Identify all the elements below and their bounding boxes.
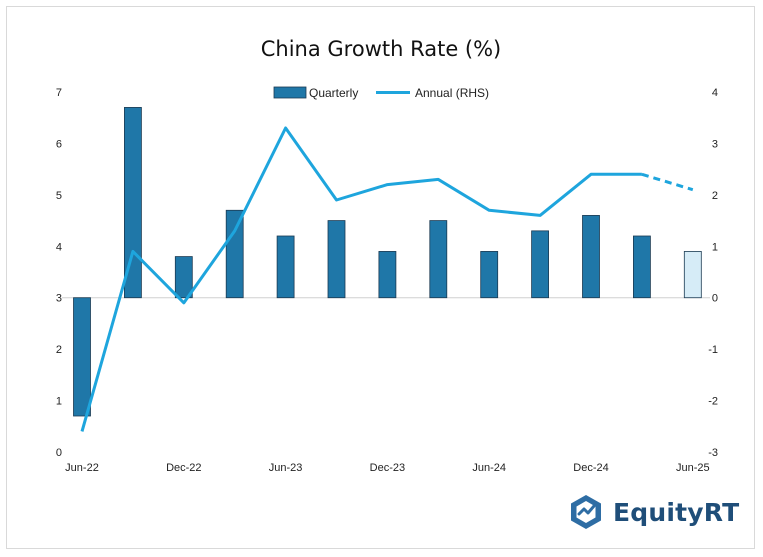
quarterly-bar bbox=[276, 235, 295, 299]
quarterly-bar bbox=[582, 215, 600, 299]
legend-label-annual: Annual (RHS) bbox=[415, 86, 489, 100]
quarterly-bar bbox=[174, 256, 193, 299]
quarterly-bar bbox=[683, 251, 702, 299]
annual-line-dashed-segment bbox=[641, 172, 694, 192]
x-tick-label: Jun-25 bbox=[676, 462, 710, 474]
quarterly-bar bbox=[124, 107, 142, 299]
quarterly-bar bbox=[73, 297, 91, 417]
right-tick-label: 1 bbox=[712, 241, 718, 253]
left-tick-label: 6 bbox=[56, 138, 62, 150]
left-tick-label: 3 bbox=[56, 293, 62, 305]
x-axis: Jun-22 Dec-22 Jun-23 Dec-23 Jun-24 Dec-24 Jun-… bbox=[65, 462, 709, 474]
left-tick-label: 5 bbox=[56, 190, 62, 202]
equityrt-logo: EquityRT bbox=[567, 493, 739, 531]
right-tick-label: -1 bbox=[708, 344, 718, 356]
chart-title: China Growth Rate (%) bbox=[261, 37, 502, 61]
quarterly-bars bbox=[73, 107, 702, 417]
quarterly-bar bbox=[480, 251, 499, 299]
chart-frame bbox=[6, 6, 755, 549]
quarterly-bar bbox=[429, 220, 448, 299]
right-tick-label: 3 bbox=[712, 138, 718, 150]
left-tick-label: 0 bbox=[56, 447, 62, 459]
quarterly-bar bbox=[378, 251, 397, 299]
quarterly-bar bbox=[531, 230, 549, 299]
right-tick-label: 0 bbox=[712, 293, 718, 305]
x-tick-label: Dec-24 bbox=[573, 462, 608, 474]
x-tick-label: Dec-23 bbox=[370, 462, 405, 474]
x-tick-label: Jun-23 bbox=[269, 462, 303, 474]
equityrt-logo-text: EquityRT bbox=[613, 497, 740, 527]
right-axis: -3 -2 -1 0 1 2 3 4 bbox=[708, 87, 718, 459]
right-tick-label: -2 bbox=[708, 396, 718, 408]
x-tick-label: Jun-22 bbox=[65, 462, 99, 474]
left-tick-label: 2 bbox=[56, 344, 62, 356]
left-tick-label: 7 bbox=[56, 87, 62, 99]
equityrt-logo-icon bbox=[571, 495, 601, 529]
chart-legend: Quarterly Annual (RHS) bbox=[273, 86, 489, 100]
right-tick-label: 4 bbox=[712, 87, 718, 99]
right-tick-label: 2 bbox=[712, 190, 718, 202]
annual-line-solid bbox=[80, 126, 642, 432]
x-tick-label: Jun-24 bbox=[472, 462, 506, 474]
x-tick-label: Dec-22 bbox=[166, 462, 201, 474]
legend-swatch-quarterly bbox=[273, 86, 307, 99]
annual-line bbox=[80, 126, 694, 432]
legend-label-quarterly: Quarterly bbox=[309, 86, 358, 100]
quarterly-bar bbox=[633, 235, 651, 299]
right-tick-label: -3 bbox=[708, 447, 718, 459]
left-tick-label: 4 bbox=[56, 241, 62, 253]
quarterly-bar bbox=[327, 220, 346, 299]
left-axis: 0 1 2 3 4 5 6 7 bbox=[56, 87, 62, 459]
left-tick-label: 1 bbox=[56, 396, 62, 408]
quarterly-bar bbox=[225, 209, 244, 299]
